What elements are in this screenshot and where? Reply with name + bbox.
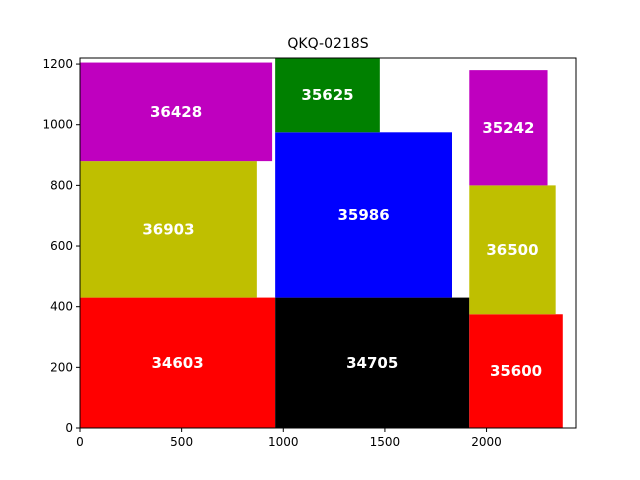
rectangle-35986: [275, 132, 452, 298]
rectangles-group: [80, 58, 563, 428]
rectangle-label: 34603: [151, 354, 203, 372]
x-tick-label: 500: [170, 435, 193, 449]
rectangle-labels-group: 34603 36903 36428 34705 35986 35625 35600 36500…: [142, 86, 542, 380]
rectangle-label: 36428: [150, 103, 202, 121]
y-tick-label: 0: [65, 421, 73, 435]
rectangle-label: 35625: [301, 86, 353, 104]
rectangle-label: 36500: [486, 241, 538, 259]
rectangle-35625: [275, 58, 380, 133]
y-axis: 0 200 400 600 800 1000 1200: [42, 57, 80, 435]
x-tick-label: 1000: [268, 435, 299, 449]
rectangle-36500: [469, 185, 556, 315]
rectangle-label: 36903: [142, 220, 194, 238]
y-tick-label: 1000: [42, 118, 73, 132]
rectangle-label: 35600: [490, 362, 542, 380]
rectangle-label: 35242: [482, 119, 534, 137]
chart-title: QKQ-0218S: [287, 36, 368, 52]
rectangle-34705: [275, 297, 470, 428]
rectangle-36903: [80, 161, 257, 298]
rectangle-label: 34705: [346, 354, 398, 372]
x-tick-label: 0: [76, 435, 84, 449]
y-tick-label: 800: [50, 178, 73, 192]
rectangle-label: 35986: [337, 206, 389, 224]
x-tick-label: 2000: [471, 435, 502, 449]
rectangle-36428: [80, 62, 273, 162]
y-tick-label: 400: [50, 300, 73, 314]
rectangle-34603: [80, 297, 276, 428]
x-tick-label: 1500: [370, 435, 401, 449]
y-tick-label: 600: [50, 239, 73, 253]
rectangle-35242: [469, 70, 548, 186]
x-axis: 0 500 1000 1500 2000: [76, 428, 502, 449]
plot-frame: [79, 57, 577, 429]
y-tick-label: 1200: [42, 57, 73, 71]
y-tick-label: 200: [50, 360, 73, 374]
rectangle-35600: [469, 314, 563, 428]
